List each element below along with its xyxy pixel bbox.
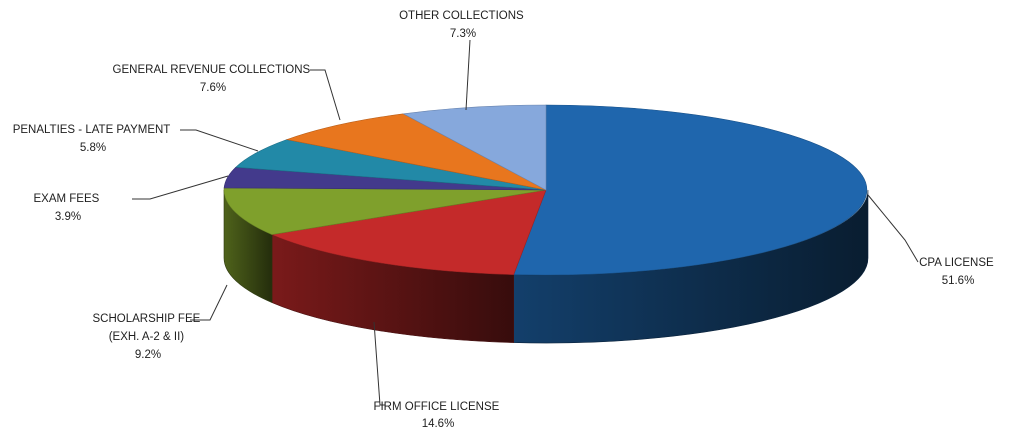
slice-name2-scholarship-fee: (EXH. A-2 & II) — [109, 331, 185, 343]
slice-top-scholarship-fee — [223, 187, 547, 235]
slice-name-exam-fees: EXAM FEES — [33, 193, 99, 205]
pie-top — [223, 104, 868, 276]
leader-line-general-revenue-collections — [310, 69, 341, 121]
slice-label-exam-fees: EXAM FEES 3.9% — [33, 193, 102, 223]
pie-sides — [223, 189, 869, 344]
slice-top-other-collections — [402, 104, 547, 191]
slice-label-other-collections: OTHER COLLECTIONS 7.3% — [399, 10, 527, 40]
slice-value-exam-fees: 3.9% — [55, 211, 81, 223]
slice-value-firm-office-license: 14.6% — [422, 418, 455, 430]
slice-name-scholarship-fee: SCHOLARSHIP FEE — [93, 313, 201, 325]
slice-label-cpa-license: CPA LICENSE 51.6% — [919, 257, 997, 287]
slice-name-penalties-late-payment: PENALTIES - LATE PAYMENT — [13, 124, 171, 136]
slice-name-other-collections: OTHER COLLECTIONS — [399, 10, 524, 22]
slice-top-general-revenue-collections — [285, 113, 547, 191]
slice-name-firm-office-license: FIRM OFFICE LICENSE — [373, 401, 499, 413]
slice-top-firm-office-license — [270, 189, 547, 275]
leader-line-firm-office-license — [373, 321, 385, 406]
slice-top-cpa-license — [513, 104, 868, 276]
slice-name-general-revenue-collections: GENERAL REVENUE COLLECTIONS — [113, 64, 311, 76]
slice-value-scholarship-fee: 9.2% — [135, 349, 161, 361]
leader-line-penalties-late-payment — [180, 129, 259, 152]
leader-lines — [132, 39, 919, 406]
slice-value-general-revenue-collections: 7.6% — [200, 82, 226, 94]
leader-line-scholarship-fee — [190, 284, 228, 321]
leader-line-exam-fees — [132, 175, 229, 200]
slice-value-penalties-late-payment: 5.8% — [80, 142, 106, 154]
slice-labels: CPA LICENSE 51.6% FIRM OFFICE LICENSE 14… — [13, 10, 997, 430]
slice-label-scholarship-fee: SCHOLARSHIP FEE (EXH. A-2 & II) 9.2% — [93, 313, 204, 361]
leader-line-other-collections — [465, 39, 471, 111]
slice-label-penalties-late-payment: PENALTIES - LATE PAYMENT 5.8% — [13, 124, 174, 154]
slice-label-general-revenue-collections: GENERAL REVENUE COLLECTIONS 7.6% — [113, 64, 314, 94]
leader-line-cpa-license — [867, 194, 919, 263]
slice-label-firm-office-license: FIRM OFFICE LICENSE 14.6% — [373, 401, 502, 430]
slice-name-cpa-license: CPA LICENSE — [919, 257, 994, 269]
slice-value-other-collections: 7.3% — [450, 28, 476, 40]
slice-value-cpa-license: 51.6% — [942, 275, 975, 287]
